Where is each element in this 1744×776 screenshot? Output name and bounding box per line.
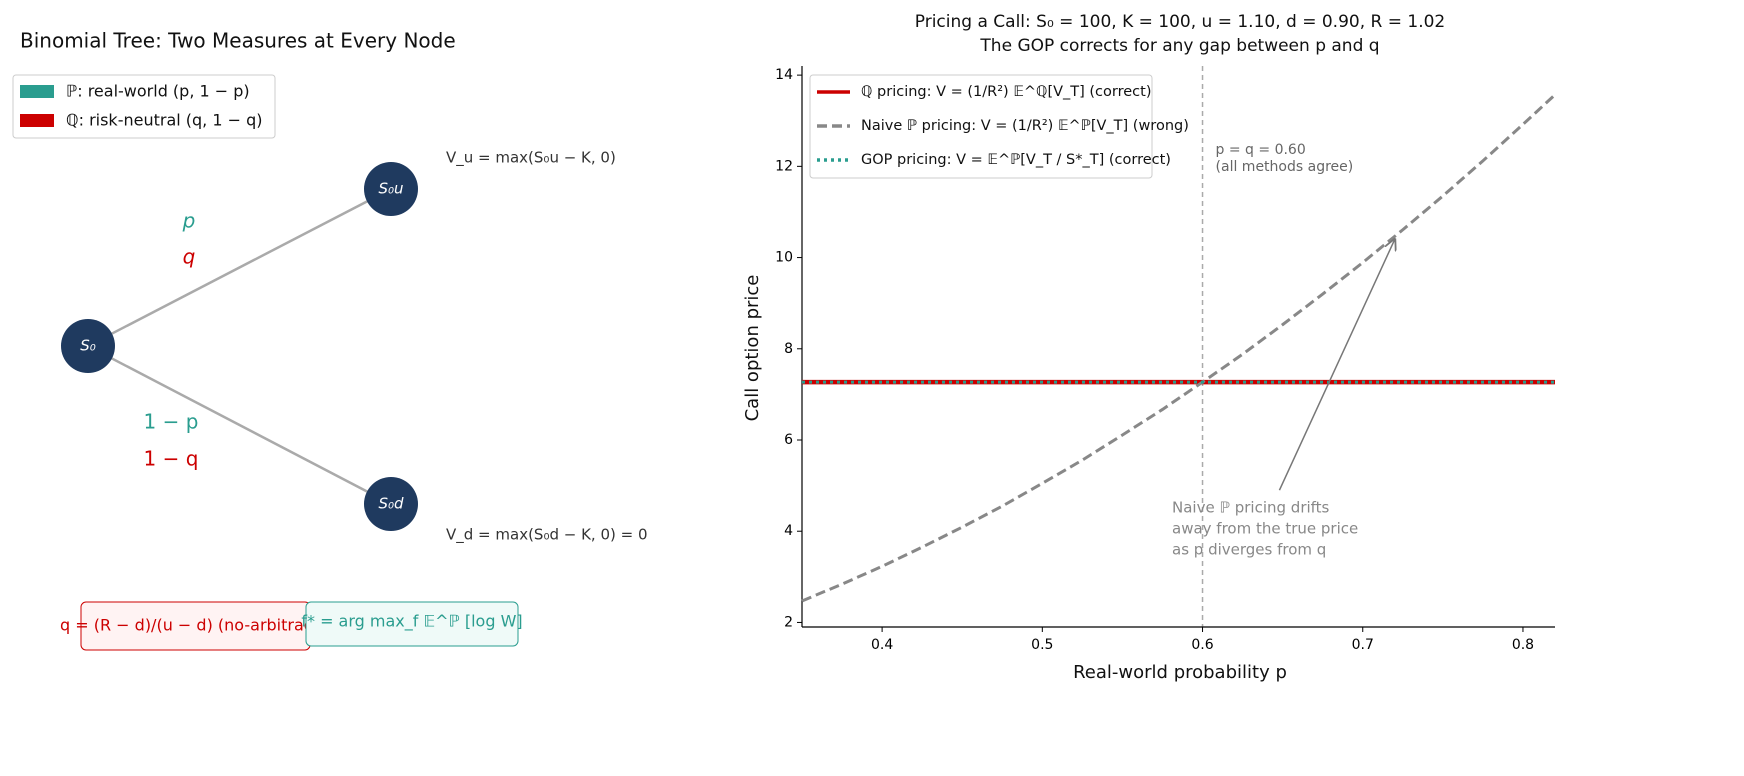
x-tick-label: 0.7 (1352, 637, 1374, 653)
price-chart: Pricing a Call: S₀ = 100, K = 100, u = 1… (742, 12, 1557, 683)
edge-label: p (182, 209, 196, 233)
edge-label: 1 − q (144, 447, 199, 471)
annotation: as p diverges from q (1172, 541, 1326, 559)
annotation: away from the true price (1172, 520, 1358, 538)
node (364, 162, 418, 216)
y-tick-label: 6 (784, 432, 793, 448)
x-tick-label: 0.5 (1031, 637, 1053, 653)
legend-swatch (20, 114, 54, 127)
x-axis-label: Real-world probability p (1073, 662, 1287, 683)
node (364, 477, 418, 531)
formula: f* = arg max_f 𝔼^ℙ [log W] (301, 612, 522, 632)
legend-box (12, 74, 276, 139)
edge (87, 187, 392, 348)
formula: q = (R − d)/(u − d) (no-arbitrage) (60, 616, 330, 635)
y-tick-label: 10 (775, 250, 793, 266)
annotation: Naive ℙ pricing drifts (1172, 499, 1330, 517)
legend-swatch (20, 85, 54, 98)
x-tick-label: 0.6 (1191, 637, 1213, 653)
y-tick-label: 12 (775, 158, 793, 174)
y-axis-label: Call option price (742, 275, 763, 422)
legend-label: ℙ: real-world (p, 1 − p) (66, 82, 250, 101)
payoff-label: V_u = max(S₀u − K, 0) (446, 149, 616, 168)
legend-label: ℚ pricing: V = (1/R²) 𝔼^ℚ[V_T] (correct) (861, 84, 1152, 100)
annotation: p = q = 0.60 (1216, 142, 1306, 158)
chart-title: Pricing a Call: S₀ = 100, K = 100, u = 1… (915, 12, 1445, 32)
y-tick-label: 4 (784, 523, 793, 539)
y-tick-label: 8 (784, 341, 793, 357)
x-tick-label: 0.8 (1512, 637, 1534, 653)
annotation-arrow (1278, 239, 1394, 491)
node-label: S₀d (378, 495, 404, 513)
y-tick-label: 2 (784, 614, 793, 630)
node-label: S₀u (378, 180, 403, 198)
y-tick-label: 14 (775, 67, 793, 83)
edge-label: q (183, 245, 196, 269)
legend-box (809, 74, 1153, 179)
chart-subtitle: The GOP corrects for any gap between p a… (979, 36, 1379, 56)
annotation: (all methods agree) (1216, 159, 1354, 175)
node-label: S₀ (80, 337, 96, 355)
tree-panel: Binomial Tree: Two Measures at Every Nod… (12, 29, 648, 651)
diagram-title: Binomial Tree: Two Measures at Every Nod… (20, 29, 456, 53)
legend-label: ℚ: risk-neutral (q, 1 − q) (66, 111, 263, 130)
edge (87, 344, 392, 506)
x-tick-label: 0.4 (871, 637, 893, 653)
edge-label: 1 − p (144, 410, 199, 434)
series-line (801, 93, 1557, 603)
node (61, 319, 115, 373)
formula-box (305, 601, 519, 647)
legend-label: Naive ℙ pricing: V = (1/R²) 𝔼^ℙ[V_T] (wr… (861, 118, 1189, 134)
payoff-label: V_d = max(S₀d − K, 0) = 0 (446, 526, 648, 545)
legend-label: GOP pricing: V = 𝔼^ℙ[V_T / S*_T] (correc… (861, 152, 1171, 168)
